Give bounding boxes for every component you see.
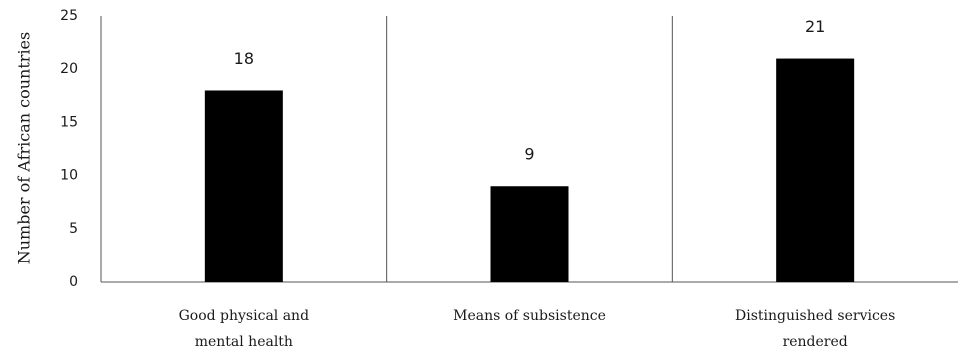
bar <box>490 186 569 282</box>
bar <box>776 58 855 283</box>
x-category-label: rendered <box>783 334 848 350</box>
data-label: 21 <box>805 17 825 36</box>
data-label: 9 <box>524 145 534 164</box>
y-axis-title: Number of African countries <box>15 32 34 265</box>
y-tick-label: 25 <box>60 8 78 24</box>
x-category-label: Distinguished services <box>735 308 895 324</box>
y-tick-label: 15 <box>60 114 78 130</box>
y-tick-label: 10 <box>60 168 78 184</box>
x-category-label: Means of subsistence <box>453 308 606 324</box>
y-tick-label: 20 <box>60 61 78 77</box>
bar <box>204 90 283 282</box>
x-category-label: Good physical and <box>179 308 309 324</box>
y-tick-label: 5 <box>69 221 78 237</box>
data-label: 18 <box>234 49 254 68</box>
y-tick-label: 0 <box>69 274 78 290</box>
x-category-label: mental health <box>195 334 293 350</box>
